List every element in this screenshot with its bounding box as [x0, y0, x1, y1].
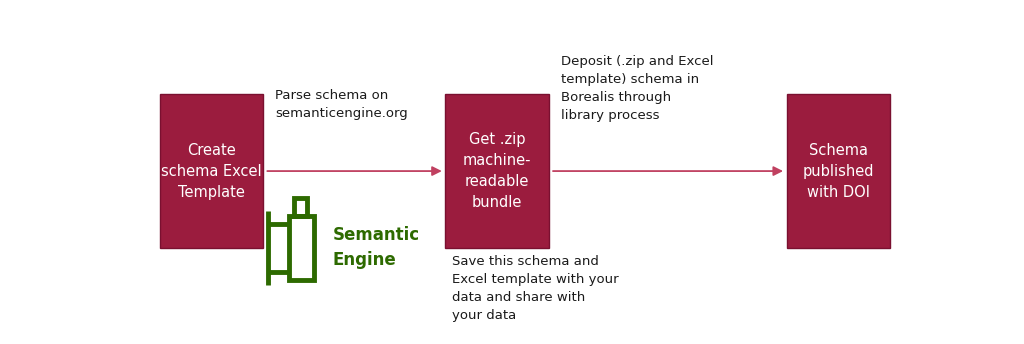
Text: Deposit (.zip and Excel
template) schema in
Borealis through
library process: Deposit (.zip and Excel template) schema…	[560, 54, 713, 121]
FancyBboxPatch shape	[160, 94, 263, 248]
Text: Engine: Engine	[333, 251, 396, 269]
FancyBboxPatch shape	[786, 94, 890, 248]
Text: Create
schema Excel
Template: Create schema Excel Template	[161, 142, 262, 200]
FancyBboxPatch shape	[445, 94, 549, 248]
Text: Parse schema on
semanticengine.org: Parse schema on semanticengine.org	[274, 89, 408, 120]
Text: Schema
published
with DOI: Schema published with DOI	[803, 142, 874, 200]
Text: Semantic: Semantic	[333, 226, 420, 244]
Text: Save this schema and
Excel template with your
data and share with
your data: Save this schema and Excel template with…	[452, 255, 618, 322]
Text: Get .zip
machine-
readable
bundle: Get .zip machine- readable bundle	[463, 132, 531, 210]
